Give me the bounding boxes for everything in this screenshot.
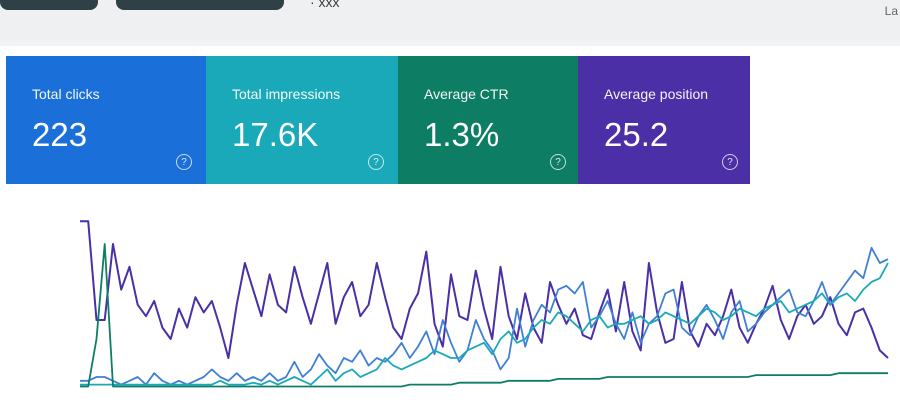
performance-line-chart	[80, 220, 889, 388]
help-icon[interactable]: ?	[722, 154, 738, 170]
metric-card-average-ctr[interactable]: Average CTR 1.3% ?	[398, 56, 578, 184]
metric-value: 223	[32, 116, 88, 153]
help-icon[interactable]: ?	[368, 154, 384, 170]
metric-card-total-clicks[interactable]: Total clicks 223 ?	[6, 56, 206, 184]
top-toolbar: · xxx La	[0, 0, 900, 40]
metric-card-average-position[interactable]: Average position 25.2 ?	[578, 56, 750, 184]
metric-label: Average CTR	[424, 86, 509, 102]
top-corner-text: La	[884, 4, 898, 18]
performance-panel: Total clicks 223 ? Total impressions 17.…	[0, 46, 900, 400]
chart-series-line-2	[80, 246, 889, 386]
metric-label: Average position	[604, 86, 709, 102]
top-center-text: · xxx	[310, 0, 340, 10]
metric-label: Total impressions	[232, 86, 341, 102]
help-icon[interactable]: ?	[176, 154, 192, 170]
top-button-right[interactable]	[116, 0, 284, 10]
top-button-left[interactable]	[0, 0, 98, 10]
metric-label: Total clicks	[32, 86, 100, 102]
chart-series-group	[80, 220, 889, 388]
metric-value: 1.3%	[424, 116, 500, 153]
metric-value: 25.2	[604, 116, 669, 153]
chart-series-line-4	[80, 243, 888, 388]
help-icon[interactable]: ?	[550, 154, 566, 170]
chart-series-line-1	[80, 220, 889, 359]
metric-cards: Total clicks 223 ? Total impressions 17.…	[6, 56, 750, 184]
chart-series-line-3	[80, 262, 889, 386]
metric-card-total-impressions[interactable]: Total impressions 17.6K ?	[206, 56, 398, 184]
metric-value: 17.6K	[232, 116, 319, 153]
